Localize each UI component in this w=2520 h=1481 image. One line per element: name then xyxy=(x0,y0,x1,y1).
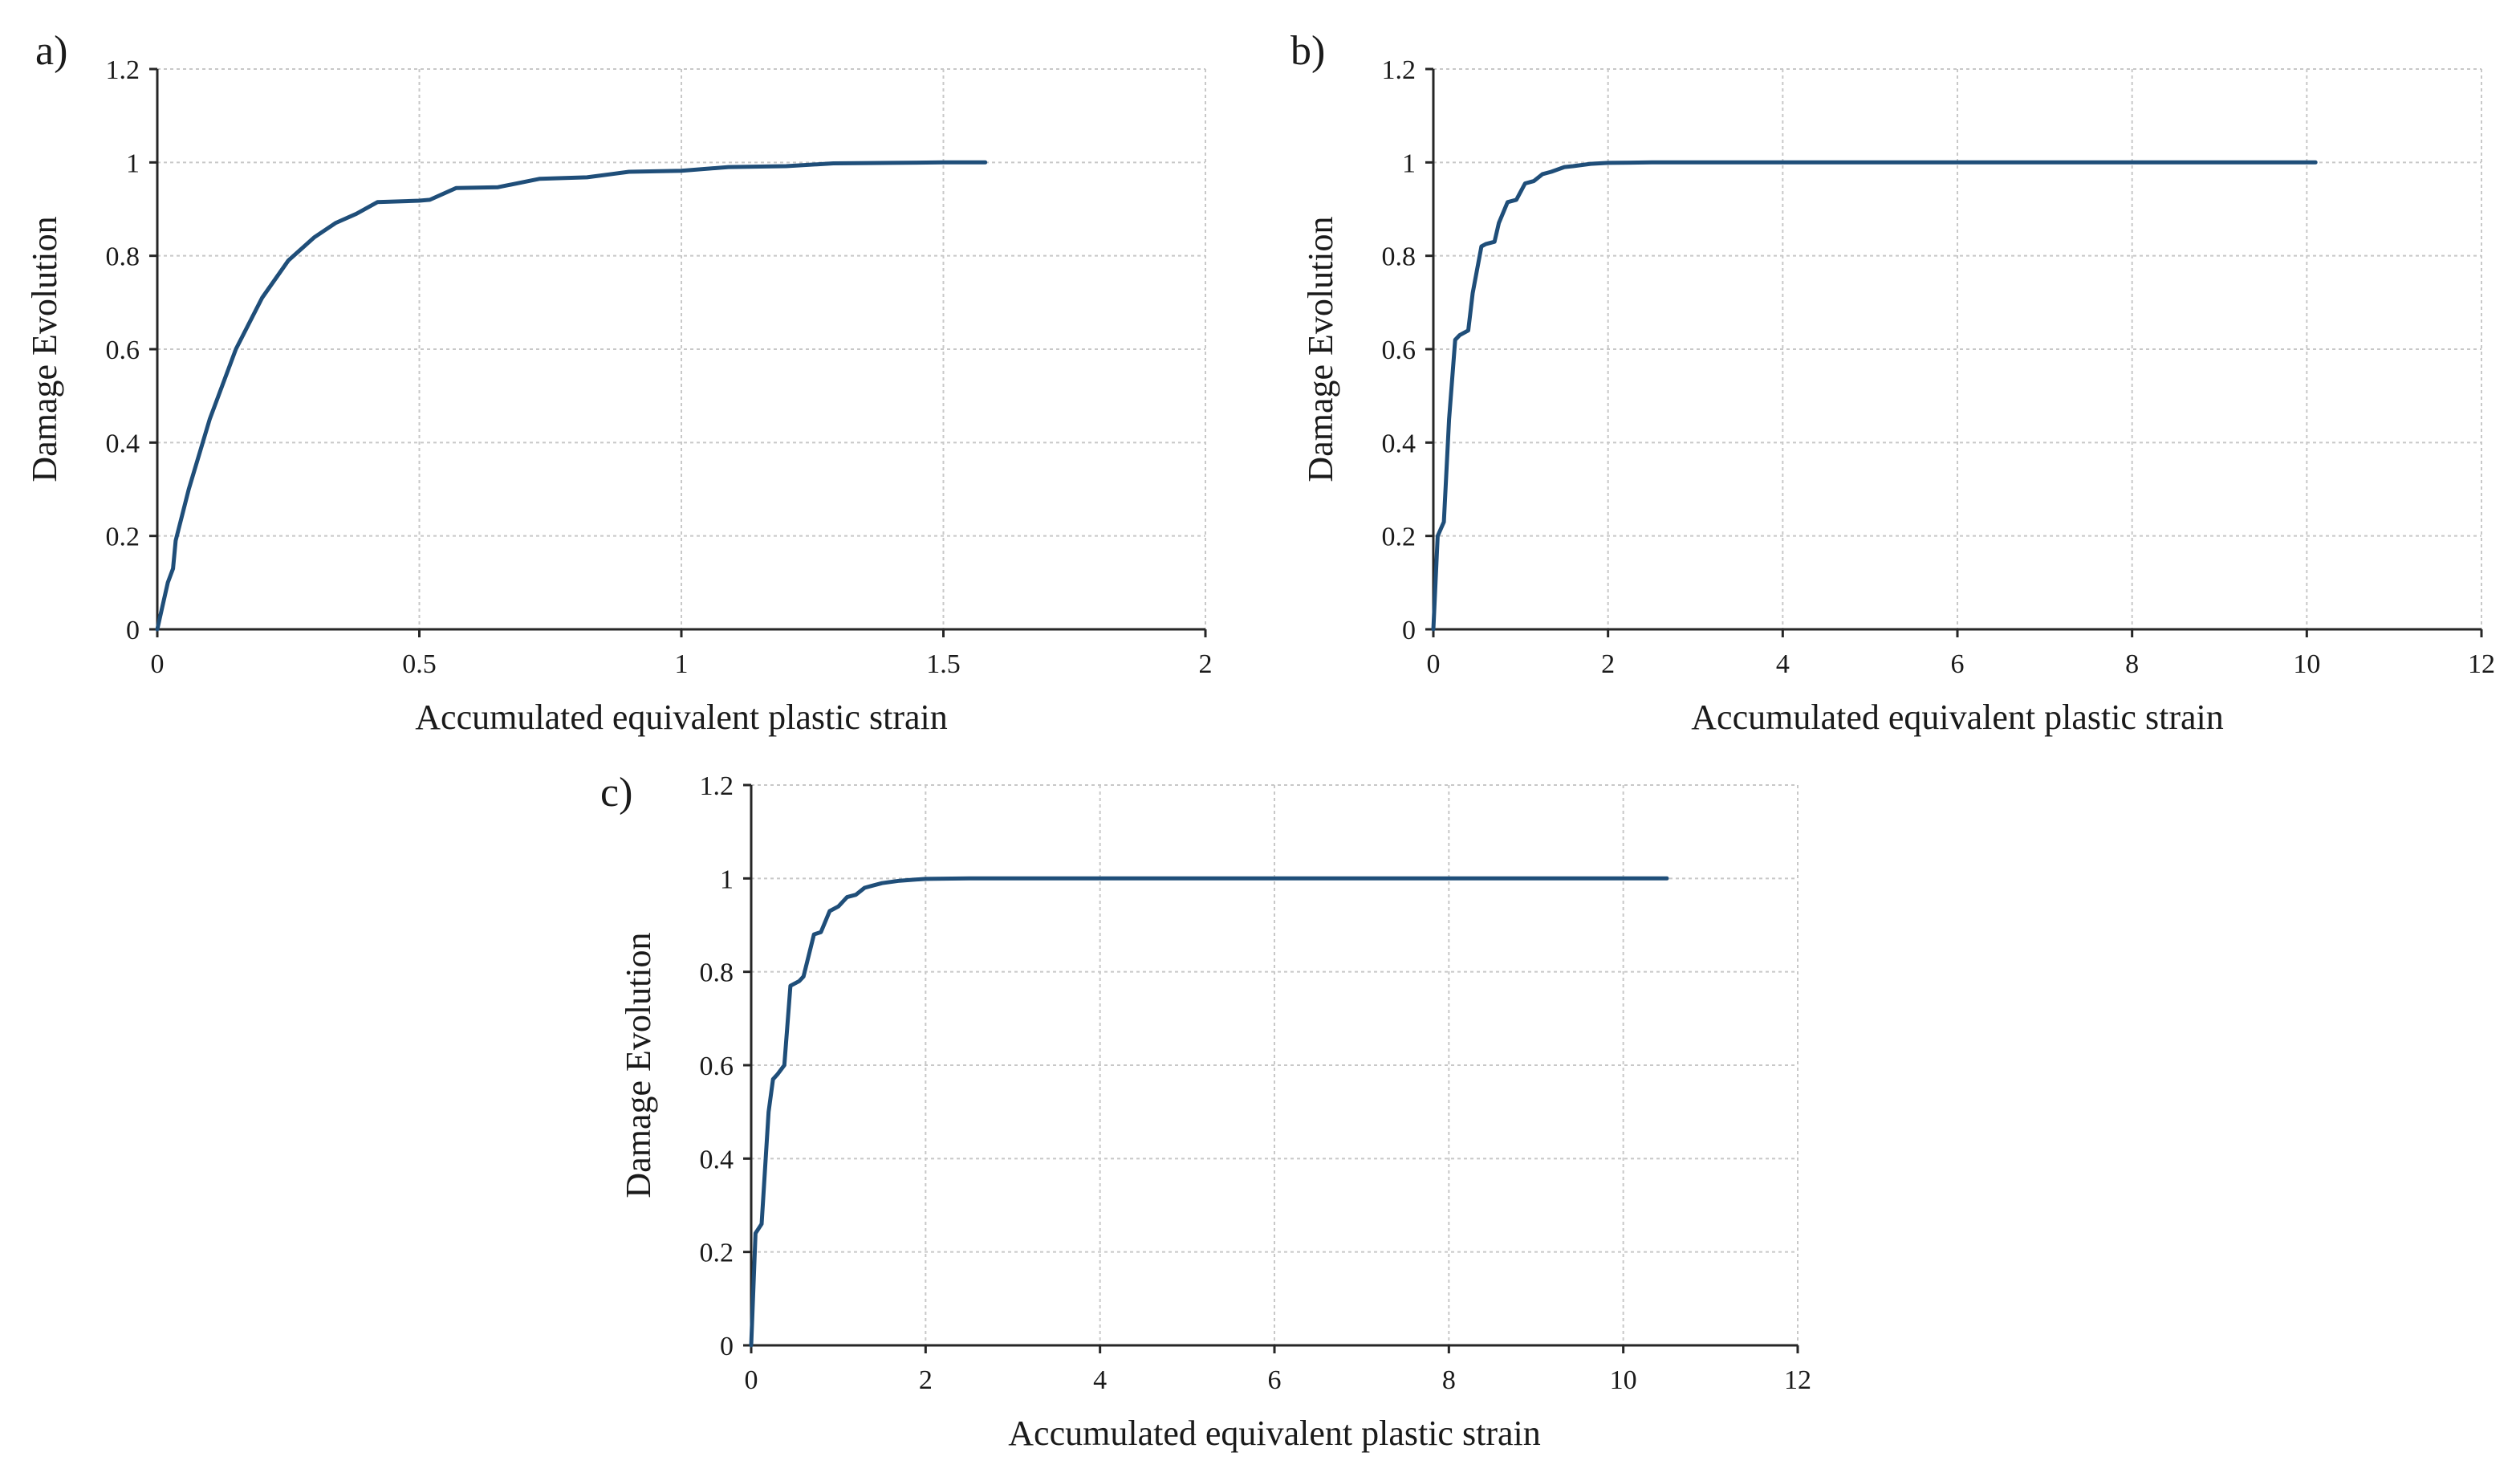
y-tick-label: 0.2 xyxy=(1382,523,1416,552)
y-axis-label: Damage Evolution xyxy=(1301,216,1340,482)
x-tick-label: 8 xyxy=(2125,649,2139,679)
y-tick-label: 0.8 xyxy=(106,242,140,272)
y-tick-label: 0 xyxy=(1402,616,1416,645)
y-tick-label: 0.4 xyxy=(106,429,140,458)
y-tick-label: 1 xyxy=(126,149,140,178)
x-tick-label: 6 xyxy=(1951,649,1965,679)
x-tick-label: 0 xyxy=(745,1365,758,1395)
y-tick-label: 0 xyxy=(720,1332,734,1361)
series-line xyxy=(749,876,1669,1348)
y-tick-label: 0 xyxy=(126,616,140,645)
x-tick-label: 0.5 xyxy=(402,649,437,679)
x-tick-label: 2 xyxy=(919,1365,933,1395)
x-tick-label: 10 xyxy=(2293,649,2320,679)
panel-label: a) xyxy=(35,28,67,74)
x-tick-label: 4 xyxy=(1776,649,1790,679)
y-tick-label: 0.6 xyxy=(1382,336,1416,365)
series-line xyxy=(155,160,988,632)
x-tick-label: 8 xyxy=(1442,1365,1456,1395)
chart-panel-1: 0 0.2 0.4 0.6 0.8 1 1.2 0 0.5 1 1.5 2 Accumulated eq… xyxy=(25,28,1213,737)
x-axis-label: Accumulated equivalent plastic strain xyxy=(1008,1414,1540,1453)
y-axis-label: Damage Evolution xyxy=(25,216,64,482)
chart-panel-3: 0 0.2 0.4 0.6 0.8 1 1.2 0 2 4 6 8 10 12 Accumulated eq… xyxy=(600,770,1811,1453)
x-tick-label: 4 xyxy=(1093,1365,1107,1395)
y-tick-label: 1.2 xyxy=(700,771,734,801)
y-tick-label: 1.2 xyxy=(106,55,140,85)
y-tick-label: 0.8 xyxy=(1382,242,1416,272)
x-tick-label: 12 xyxy=(1784,1365,1811,1395)
x-tick-label: 6 xyxy=(1268,1365,1282,1395)
x-axis-label: Accumulated equivalent plastic strain xyxy=(1691,698,2223,737)
y-tick-label: 1 xyxy=(1402,149,1416,178)
y-tick-label: 0.8 xyxy=(700,958,734,988)
y-tick-label: 0.6 xyxy=(700,1052,734,1081)
panel-label: b) xyxy=(1290,28,1325,74)
x-axis-label: Accumulated equivalent plastic strain xyxy=(415,698,947,737)
panel-label: c) xyxy=(600,770,632,816)
x-tick-label: 0 xyxy=(151,649,165,679)
y-tick-label: 0.2 xyxy=(700,1239,734,1268)
y-tick-label: 1 xyxy=(720,865,734,894)
x-tick-label: 1.5 xyxy=(926,649,961,679)
series-line xyxy=(1431,160,2318,632)
chart-panel-2: 0 0.2 0.4 0.6 0.8 1 1.2 0 2 4 6 8 10 12 Accumulated eq… xyxy=(1290,28,2495,737)
x-tick-label: 2 xyxy=(1199,649,1213,679)
y-axis-label: Damage Evolution xyxy=(619,932,658,1198)
y-tick-label: 1.2 xyxy=(1382,55,1416,85)
x-tick-label: 12 xyxy=(2468,649,2495,679)
x-tick-label: 1 xyxy=(675,649,689,679)
x-tick-label: 2 xyxy=(1601,649,1615,679)
y-tick-label: 0.4 xyxy=(1382,429,1416,458)
y-tick-label: 0.4 xyxy=(700,1145,734,1174)
y-tick-label: 0.6 xyxy=(106,336,140,365)
x-tick-label: 10 xyxy=(1610,1365,1637,1395)
x-tick-label: 0 xyxy=(1427,649,1441,679)
y-tick-label: 0.2 xyxy=(106,523,140,552)
